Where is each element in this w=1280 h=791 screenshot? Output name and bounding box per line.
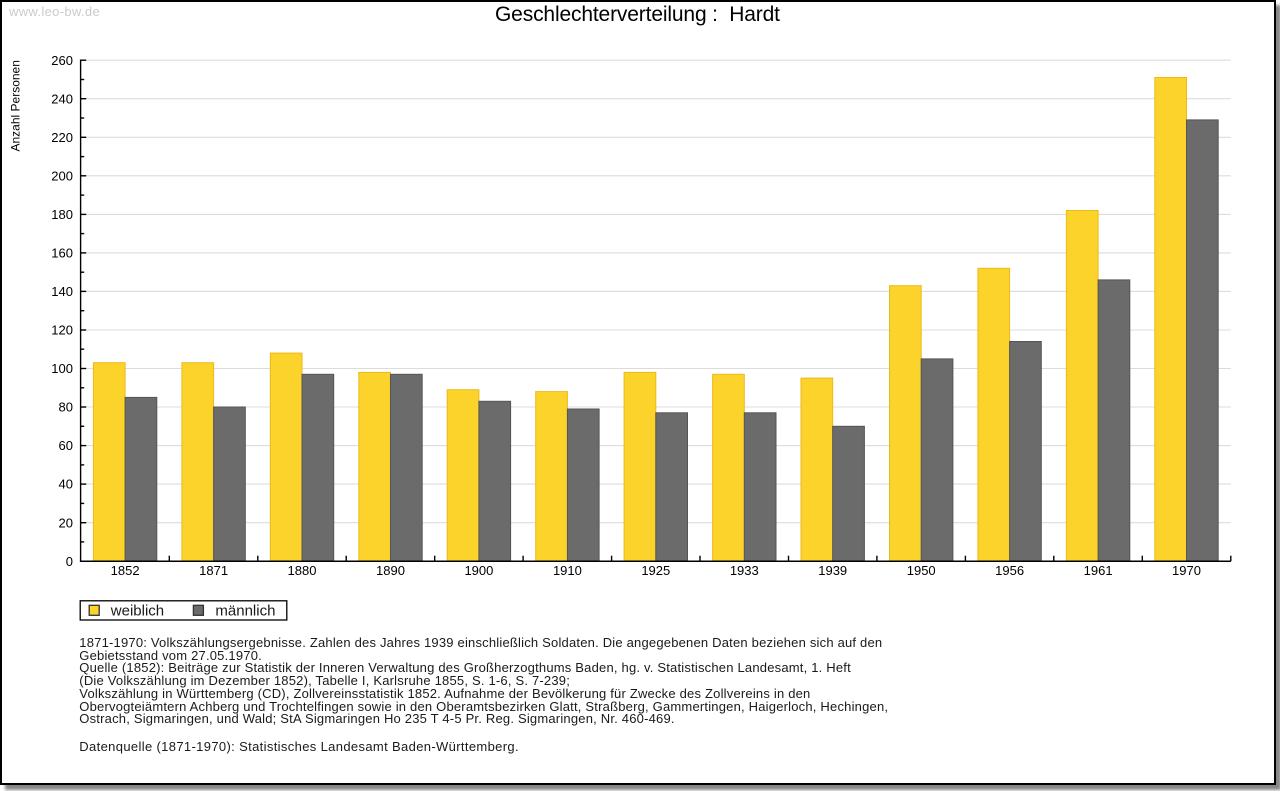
svg-text:1961: 1961 bbox=[1084, 563, 1113, 578]
svg-text:1890: 1890 bbox=[376, 563, 405, 578]
svg-text:1939: 1939 bbox=[818, 563, 847, 578]
svg-text:200: 200 bbox=[51, 168, 73, 183]
svg-text:60: 60 bbox=[59, 438, 73, 453]
svg-text:220: 220 bbox=[51, 130, 73, 145]
svg-text:1852: 1852 bbox=[111, 563, 140, 578]
svg-text:40: 40 bbox=[59, 477, 73, 492]
svg-text:1950: 1950 bbox=[907, 563, 936, 578]
svg-text:160: 160 bbox=[51, 246, 73, 261]
svg-text:weiblich: weiblich bbox=[110, 602, 164, 619]
svg-text:1910: 1910 bbox=[553, 563, 582, 578]
svg-text:Anzahl Personen: Anzahl Personen bbox=[9, 60, 23, 151]
svg-text:1925: 1925 bbox=[641, 563, 670, 578]
svg-text:1900: 1900 bbox=[464, 563, 493, 578]
svg-text:100: 100 bbox=[51, 361, 73, 376]
svg-text:240: 240 bbox=[51, 91, 73, 106]
svg-text:120: 120 bbox=[51, 323, 73, 338]
svg-text:männlich: männlich bbox=[215, 602, 275, 619]
svg-text:1933: 1933 bbox=[730, 563, 759, 578]
svg-text:180: 180 bbox=[51, 207, 73, 222]
svg-text:1871: 1871 bbox=[199, 563, 228, 578]
svg-text:1956: 1956 bbox=[995, 563, 1024, 578]
svg-text:1880: 1880 bbox=[288, 563, 317, 578]
svg-text:260: 260 bbox=[51, 53, 73, 68]
svg-text:1970: 1970 bbox=[1172, 563, 1201, 578]
svg-text:0: 0 bbox=[66, 554, 73, 569]
svg-text:20: 20 bbox=[59, 515, 73, 530]
svg-text:140: 140 bbox=[51, 284, 73, 299]
svg-text:80: 80 bbox=[59, 400, 73, 415]
